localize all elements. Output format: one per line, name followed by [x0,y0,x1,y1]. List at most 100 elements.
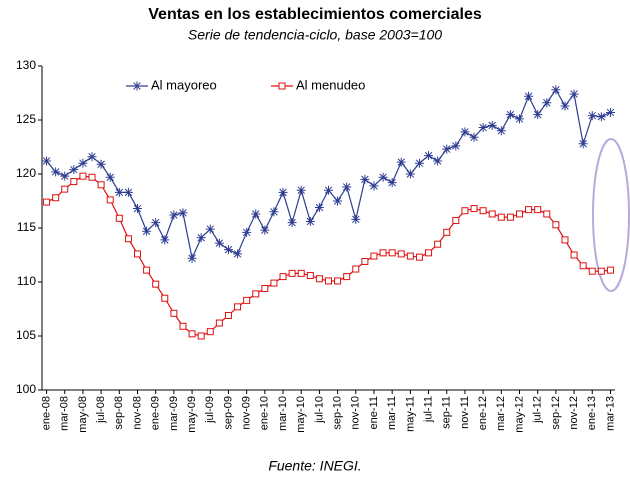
marker-square [452,216,460,224]
marker-star [369,181,379,191]
marker-star [114,187,124,197]
marker-square [261,284,269,292]
marker-star [487,120,497,130]
marker-square [224,311,232,319]
x-tick-label: may-08 [77,396,89,433]
marker-square [115,214,123,222]
marker-star [524,91,534,101]
x-tick-label: ene-08 [40,396,52,430]
marker-star [205,224,215,234]
marker-star [278,187,288,197]
marker-star [342,182,352,192]
marker-square [370,252,378,260]
marker-square [61,185,69,193]
marker-square [88,173,96,181]
marker-square [397,250,405,258]
marker-star [233,249,243,259]
marker-square [534,206,542,214]
marker-star [287,218,297,228]
marker-square [506,213,514,221]
marker-square [434,240,442,248]
highlight-ellipse [592,138,630,292]
x-tick-label: jul-11 [422,396,434,423]
marker-star [187,253,197,263]
y-tick-label: 100 [16,382,36,396]
marker-square [561,236,569,244]
marker-square [315,275,323,283]
x-tick-label: sep-09 [222,396,234,430]
marker-star [260,225,270,235]
marker-square [352,265,360,273]
marker-square [425,249,433,257]
marker-square [270,279,278,287]
marker-star [214,238,224,248]
marker-square [52,194,60,202]
x-tick-label: mar-12 [495,396,507,431]
marker-star [96,159,106,169]
marker-square [406,252,414,260]
marker-square [516,210,523,218]
marker-star [78,158,88,168]
marker-square [570,251,578,259]
marker-star [605,107,615,117]
marker-star [442,144,452,154]
x-tick-label: mar-13 [604,396,616,431]
marker-square [497,213,505,221]
marker-square [70,178,78,186]
marker-square [525,206,533,214]
x-tick-label: jul-10 [313,396,325,424]
marker-star [123,187,133,197]
marker-square [415,253,423,261]
source-note: Fuente: INEGI. [268,458,361,474]
marker-square [488,210,496,218]
marker-star [505,110,515,120]
marker-star [196,233,206,243]
marker-star [305,217,315,227]
marker-square [579,262,587,270]
x-tick-label: nov-12 [568,396,580,430]
marker-square [106,196,114,204]
x-tick-label: ene-10 [259,396,271,430]
marker-star [451,141,461,151]
marker-square [206,328,214,336]
marker-square [234,303,242,311]
x-tick-label: nov-08 [131,396,143,430]
marker-star [314,202,324,212]
x-tick-label: ene-13 [586,396,598,430]
legend-marker [278,82,286,90]
x-tick-label: mar-11 [386,396,398,430]
y-tick-label: 120 [16,166,36,180]
y-tick-label: 105 [16,328,36,342]
marker-star [60,171,70,181]
marker-star [160,235,170,245]
marker-square [552,221,560,229]
marker-star [596,112,606,122]
marker-star [378,172,388,182]
marker-star [542,98,552,108]
marker-square [543,210,551,218]
marker-square [243,296,251,304]
marker-square [306,272,314,280]
marker-square [79,172,87,180]
marker-square [188,330,196,338]
marker-star [251,209,261,219]
x-tick-label: jul-08 [95,396,107,424]
marker-star [551,85,561,95]
marker-star [351,214,361,224]
x-tick-label: may-12 [513,396,525,433]
legend-label: Al menudeo [296,77,365,92]
x-tick-label: nov-10 [350,396,362,430]
marker-star [424,151,434,161]
x-tick-label: sep-08 [113,396,125,430]
marker-star [296,185,306,195]
x-tick-label: jul-09 [204,396,216,424]
marker-star [178,208,188,218]
marker-star [478,123,488,133]
marker-star [533,110,543,120]
marker-square [43,198,51,206]
marker-square [297,269,305,277]
marker-star [133,204,142,214]
marker-square [325,277,332,285]
marker-star [405,169,415,179]
x-tick-label: ene-11 [368,396,380,429]
